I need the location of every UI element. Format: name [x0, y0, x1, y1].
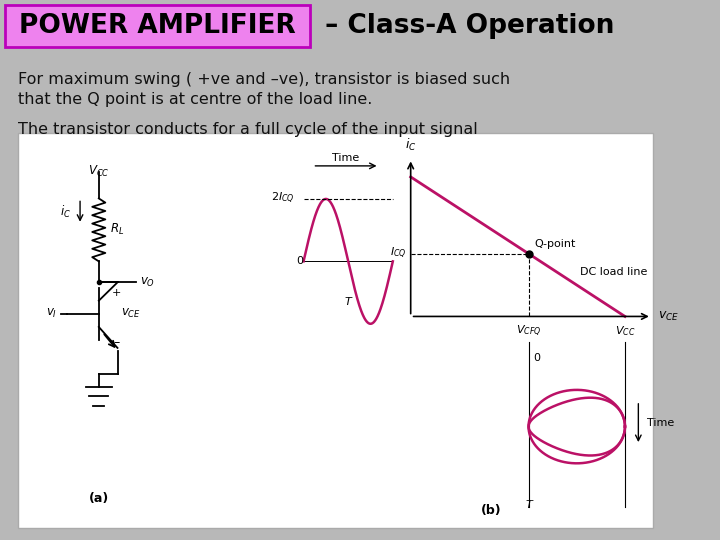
Bar: [5, 5, 310, 47]
Text: $V_{CFQ}$: $V_{CFQ}$: [516, 324, 541, 339]
Text: T: T: [525, 500, 532, 510]
Text: (b): (b): [481, 504, 501, 517]
Text: –: –: [114, 336, 120, 349]
Text: $v_O$: $v_O$: [140, 276, 155, 289]
Text: $R_L$: $R_L$: [110, 222, 125, 238]
Text: 0: 0: [533, 353, 540, 363]
Text: (a): (a): [89, 492, 109, 505]
Text: $V_{CC}$: $V_{CC}$: [88, 164, 109, 179]
Text: Time: Time: [647, 418, 675, 428]
Text: 0: 0: [297, 256, 304, 266]
Text: $v_I$: $v_I$: [46, 307, 58, 320]
Text: $V_{CC}$: $V_{CC}$: [615, 324, 635, 338]
Bar: [18, 133, 653, 528]
Text: $I_{CQ}$: $I_{CQ}$: [390, 246, 406, 261]
Text: $v_{CE}$: $v_{CE}$: [658, 310, 680, 323]
Text: The transistor conducts for a full cycle of the input signal: The transistor conducts for a full cycle…: [18, 122, 478, 137]
Text: – Class-A Operation: – Class-A Operation: [316, 13, 614, 39]
Text: For maximum swing ( +ve and –ve), transistor is biased such: For maximum swing ( +ve and –ve), transi…: [18, 72, 510, 87]
Text: $i_C$: $i_C$: [405, 137, 416, 153]
Text: Time: Time: [333, 153, 359, 163]
Text: Q-point: Q-point: [534, 239, 575, 249]
Text: $i_C$: $i_C$: [60, 204, 71, 220]
Text: T: T: [345, 297, 351, 307]
Text: +: +: [112, 288, 121, 298]
Text: $v_{CE}$: $v_{CE}$: [121, 307, 141, 320]
Text: DC load line: DC load line: [580, 267, 648, 277]
Text: that the Q point is at centre of the load line.: that the Q point is at centre of the loa…: [18, 92, 372, 107]
Text: $2I_{CQ}$: $2I_{CQ}$: [271, 191, 294, 206]
Text: POWER AMPLIFIER: POWER AMPLIFIER: [19, 13, 296, 39]
